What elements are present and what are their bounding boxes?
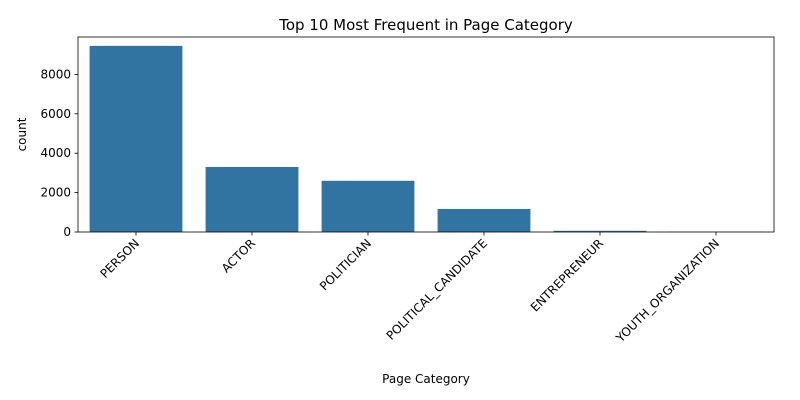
bar-person xyxy=(89,45,183,232)
y-axis-ticks: 0 2000 4000 6000 8000 xyxy=(40,67,78,239)
y-tick-label: 0 xyxy=(63,225,71,239)
y-axis-label: count xyxy=(15,117,29,151)
y-tick-label: 8000 xyxy=(40,67,71,81)
y-tick-label: 2000 xyxy=(40,186,71,200)
plot-frame xyxy=(77,36,775,233)
bars-group xyxy=(89,45,763,232)
y-tick-label: 6000 xyxy=(40,107,71,121)
y-tick-label: 4000 xyxy=(40,146,71,160)
bar-political-candidate xyxy=(437,208,531,232)
x-axis-label: Page Category xyxy=(382,372,470,386)
bar-actor xyxy=(205,167,299,232)
plot-background xyxy=(78,37,774,232)
chart-title: Top 10 Most Frequent in Page Category xyxy=(278,16,573,34)
bar-entrepreneur xyxy=(553,230,647,232)
bar-politician xyxy=(321,180,415,232)
